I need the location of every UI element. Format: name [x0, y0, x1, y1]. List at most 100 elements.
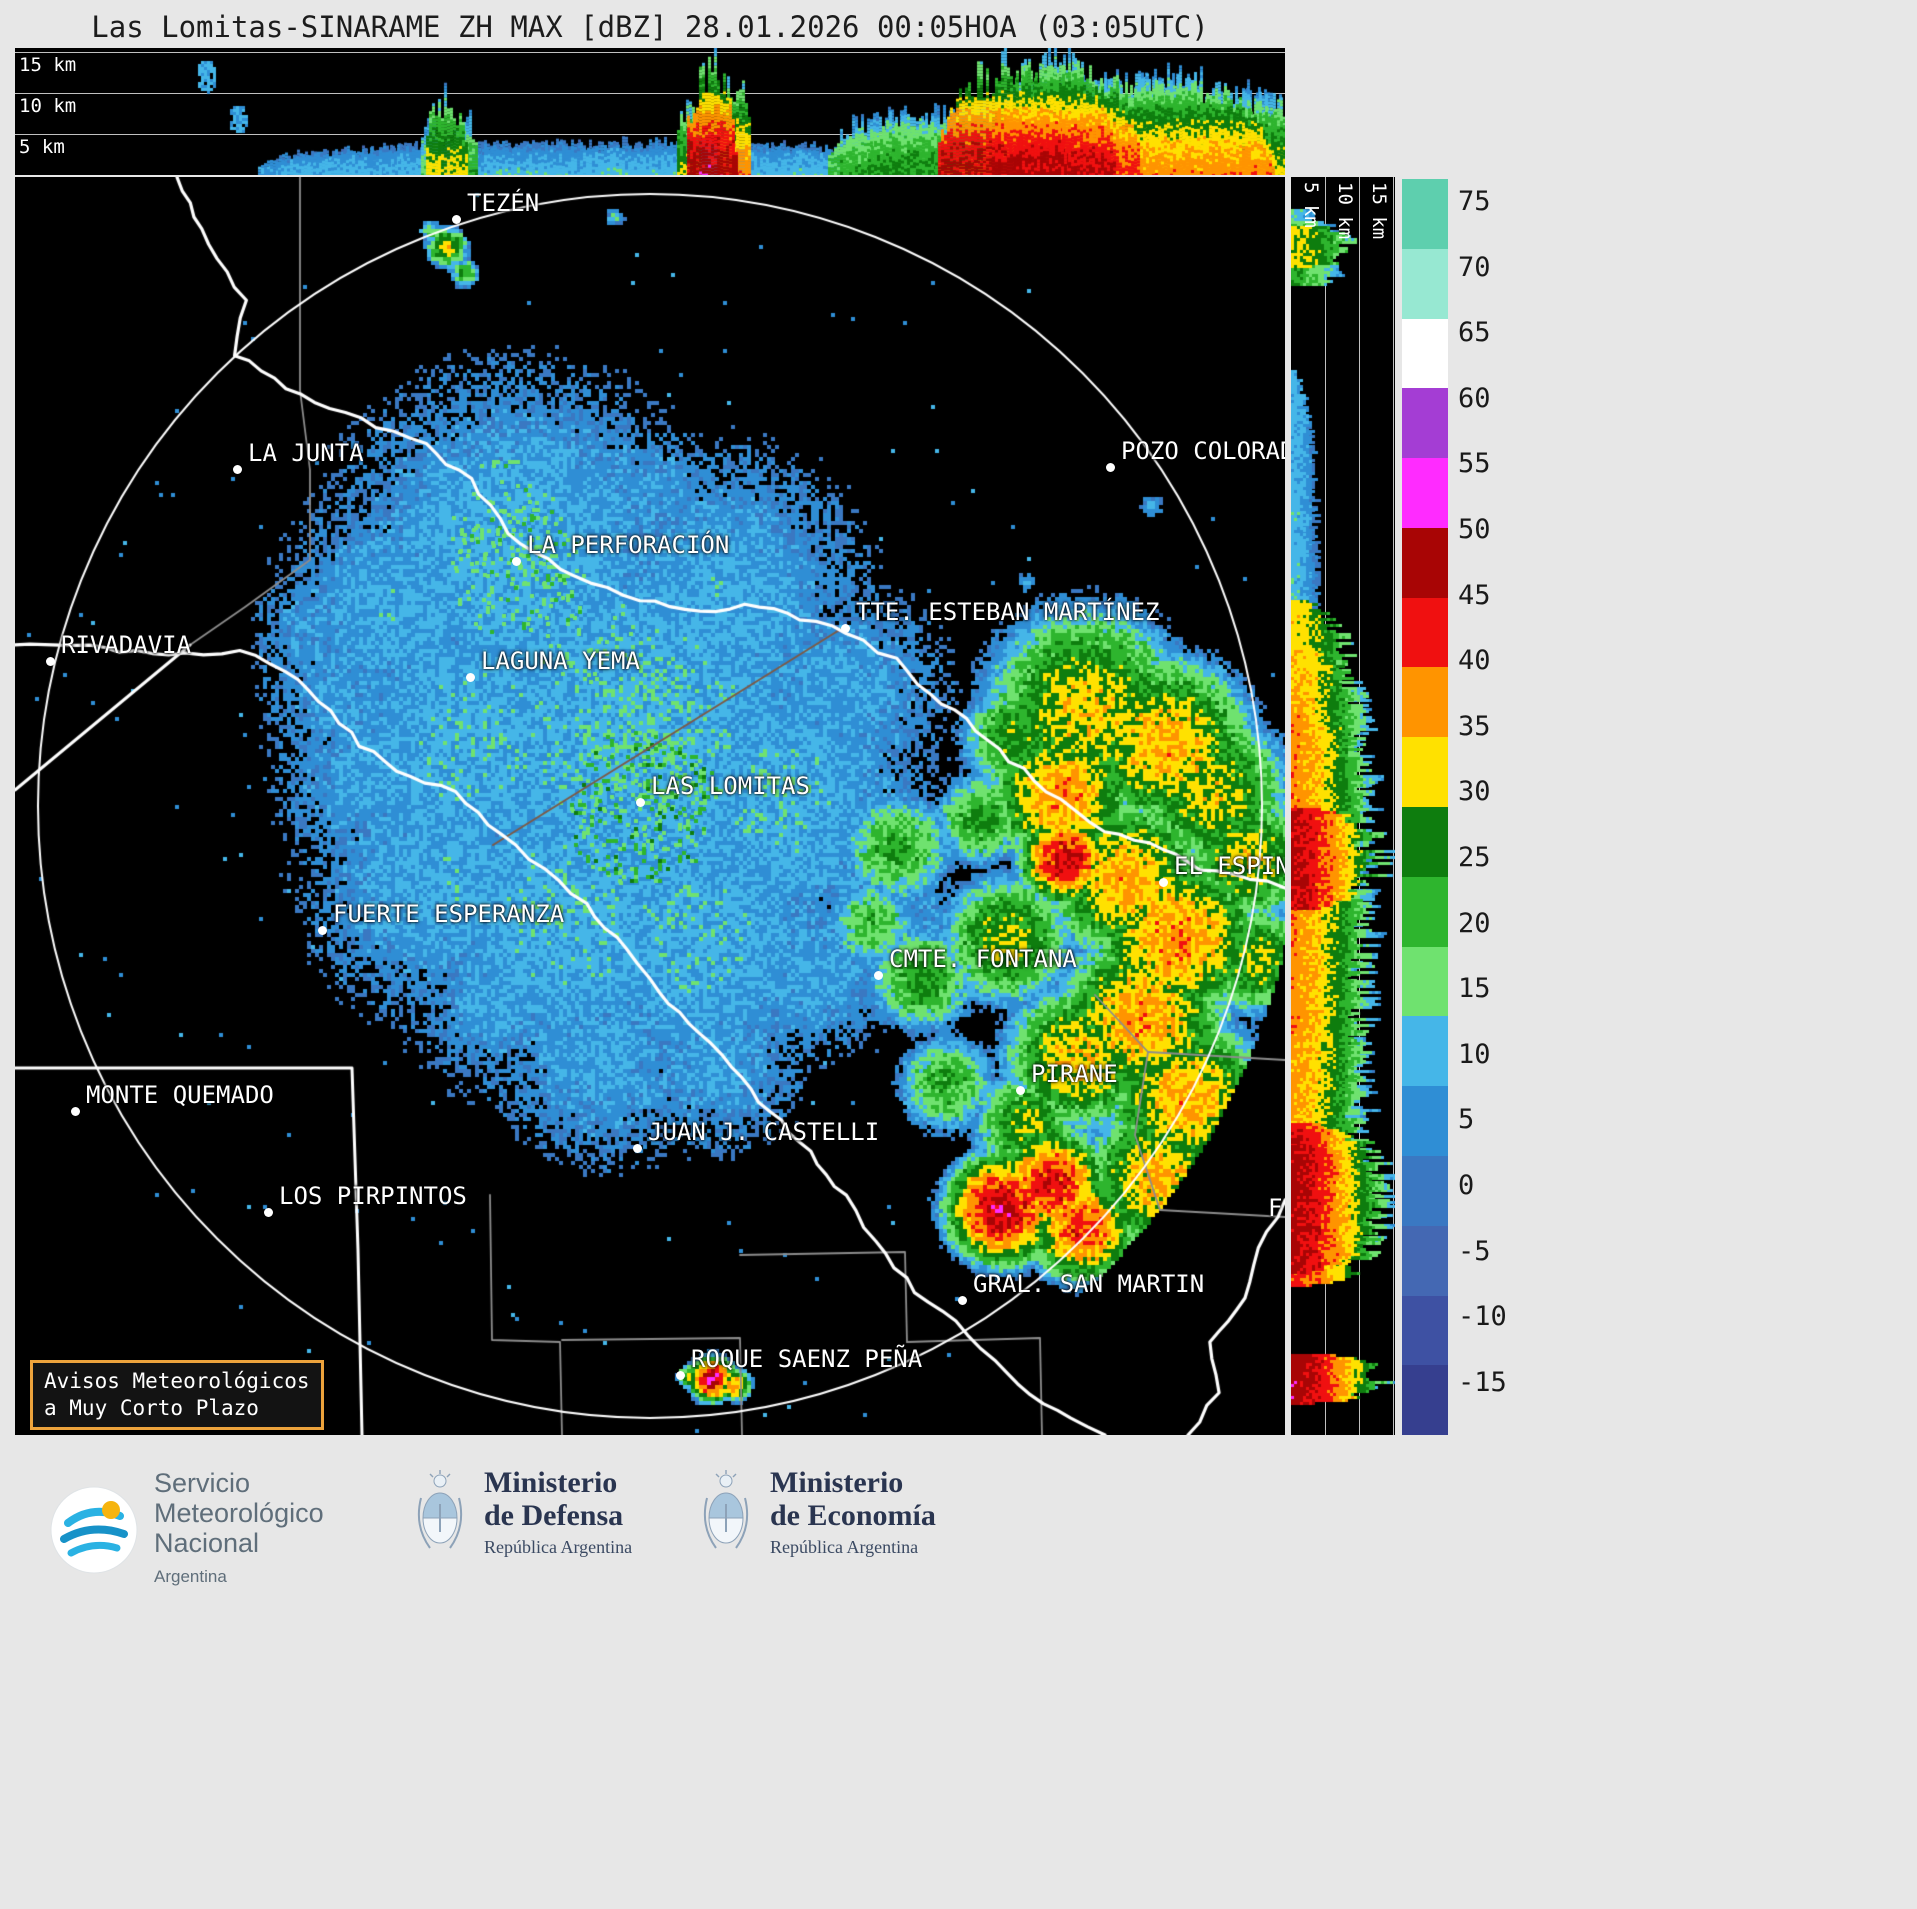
defensa-line-2: de Defensa [484, 1499, 624, 1532]
footer: Servicio Meteorológico Nacional Argentin… [0, 1462, 1917, 1612]
cross-section-top-canvas [15, 48, 1285, 175]
city-label: TTE. ESTEBAN MARTÍNEZ [856, 598, 1160, 626]
smn-logo-icon [50, 1486, 138, 1574]
city-label: LOS PIRPINTOS [279, 1182, 467, 1210]
city-label: EL ESPINILLO [1174, 852, 1285, 880]
ministry-economia-logo: Ministerio de Economía República Argenti… [698, 1466, 936, 1558]
colorbar-tick-label: 10 [1458, 1038, 1491, 1070]
colorbar-segment [1402, 667, 1448, 738]
cross-section-right-canvas [1291, 177, 1395, 1435]
colorbar-segment [1402, 737, 1448, 808]
defensa-country: República Argentina [484, 1537, 633, 1557]
city-label: GRAL. SAN MARTIN [973, 1270, 1205, 1298]
cross-section-right-panel: 5 km 10 km 15 km [1291, 177, 1395, 1435]
defensa-line-1: Ministerio [484, 1466, 618, 1499]
ministry-defensa-text: Ministerio de Defensa República Argentin… [484, 1466, 632, 1558]
city-marker-dot [71, 1107, 80, 1116]
colorbar-tick-label: 30 [1458, 776, 1491, 808]
colorbar-tick-label: -10 [1458, 1301, 1507, 1333]
city-label: LAS LOMITAS [651, 772, 810, 800]
city-marker-dot [874, 971, 883, 980]
city-label: MONTE QUEMADO [86, 1081, 274, 1109]
economia-line-2: de Economía [770, 1499, 936, 1532]
city-marker-dot [1159, 878, 1168, 887]
warning-box[interactable]: Avisos Meteorológicos a Muy Corto Plazo [30, 1360, 324, 1430]
colorbar-tick-label: 0 [1458, 1170, 1475, 1201]
page-title: Las Lomitas-SINARAME ZH MAX [dBZ] 28.01.… [91, 10, 1209, 44]
colorbar-tick-label: 55 [1458, 448, 1491, 480]
colorbar-tick-label: 75 [1458, 186, 1491, 217]
colorbar-tick-label: 45 [1458, 579, 1491, 611]
radar-map-panel: TEZÉN LA JUNTA POZO COLORADO LA PERFORACIÓN… [15, 177, 1285, 1435]
city-marker-dot [841, 624, 850, 633]
colorbar-segment [1402, 248, 1448, 319]
height-label-10km: 10 km [19, 95, 77, 117]
city-marker-dot [633, 1144, 642, 1153]
economia-crest-icon [703, 1470, 749, 1549]
colorbar-segment [1402, 946, 1448, 1017]
colorbar-tick-label: 25 [1458, 842, 1491, 873]
warning-line-2: a Muy Corto Plazo [44, 1396, 259, 1420]
colorbar-segment [1402, 1155, 1448, 1226]
defensa-crest-icon [417, 1470, 463, 1549]
colorbar-tick-label: 65 [1458, 317, 1491, 349]
colorbar-tick-label: 60 [1458, 382, 1491, 414]
radar-map-overlay: TEZÉN LA JUNTA POZO COLORADO LA PERFORACIÓN… [15, 177, 1285, 1435]
colorbar-segment [1402, 1295, 1448, 1366]
city-label: PIRANE [1031, 1060, 1118, 1088]
warning-line-1: Avisos Meteorológicos [44, 1369, 310, 1393]
smn-line-2: Meteorológico [154, 1498, 324, 1528]
city-label: LA JUNTA [248, 439, 364, 467]
colorbar-tick-label: 35 [1458, 710, 1491, 742]
colorbar-segment [1402, 876, 1448, 947]
city-label: CMTE. FONTANA [889, 945, 1077, 973]
city-marker-dot [318, 926, 327, 935]
colorbar-tick-label: -5 [1458, 1235, 1491, 1267]
colorbar-segment [1402, 807, 1448, 877]
city-label: JUAN J. CASTELLI [648, 1118, 880, 1146]
city-marker-dot [958, 1296, 967, 1305]
colorbar-tick-label: -15 [1458, 1366, 1507, 1398]
colorbar-segment [1402, 597, 1448, 668]
colorbar-segment [1402, 527, 1448, 598]
colorbar-segment [1402, 1365, 1448, 1436]
height-label-5km: 5 km [19, 136, 65, 158]
city-marker-dot [264, 1208, 273, 1217]
colorbar-tick-label: 5 [1458, 1104, 1475, 1136]
colorbar-segment [1402, 318, 1448, 389]
economia-country: República Argentina [770, 1537, 919, 1557]
city-marker-dot [512, 557, 521, 566]
height-label-15km-v: 15 km [1368, 182, 1390, 240]
colorbar-tick-label: 15 [1458, 973, 1491, 1005]
colorbar-segment [1402, 1225, 1448, 1296]
smn-country: Argentina [154, 1567, 227, 1586]
city-marker-dot [466, 673, 475, 682]
colorbar-segment [1402, 1086, 1448, 1156]
city-marker-dot [46, 657, 55, 666]
city-label: LAGUNA YEMA [481, 647, 640, 675]
colorbar-segment [1402, 388, 1448, 459]
city-label: POZO COLORADO [1121, 437, 1285, 465]
colorbar-segment [1402, 458, 1448, 528]
city-label: RIVADAVIA [61, 631, 192, 659]
city-marker-dot [233, 465, 242, 474]
colorbar-scale [1402, 179, 1448, 1436]
radar-echo-canvas [15, 177, 1285, 1435]
city-marker-dot [452, 215, 461, 224]
city-label: F [1268, 1194, 1283, 1222]
colorbar-tick-label: 50 [1458, 514, 1491, 545]
height-label-10km-v: 10 km [1334, 182, 1356, 240]
city-label: FUERTE ESPERANZA [333, 900, 565, 928]
colorbar-tick-label: 20 [1458, 907, 1491, 939]
smn-logo-text: Servicio Meteorológico Nacional Argentin… [154, 1468, 324, 1592]
height-label-15km: 15 km [19, 54, 77, 76]
city-marker-dot [636, 798, 645, 807]
smn-line-1: Servicio [154, 1468, 251, 1498]
city-marker-dot [676, 1371, 685, 1380]
city-label: TEZÉN [467, 189, 540, 217]
economia-line-1: Ministerio [770, 1466, 904, 1499]
colorbar-segment [1402, 1016, 1448, 1087]
city-marker-dot [1106, 463, 1115, 472]
colorbar-tick-label: 40 [1458, 645, 1491, 677]
